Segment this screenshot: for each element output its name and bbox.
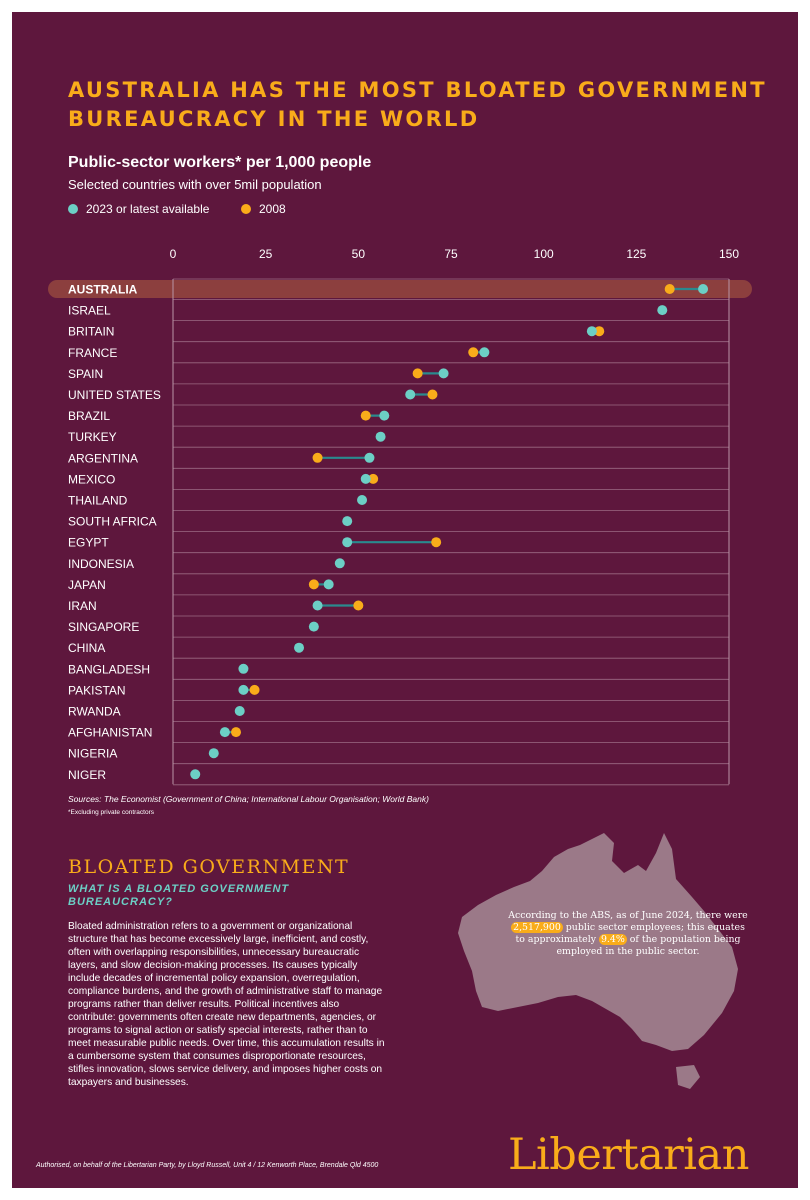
legend-item-2008: 2008 xyxy=(241,202,286,216)
dumbbell-chart: 0 25 50 75 100 125 150 AUSTRALIA ISRAEL BRITAIN FR… xyxy=(48,247,752,786)
x-tick-label: 150 xyxy=(719,247,739,261)
x-tick-label: 50 xyxy=(352,247,366,261)
category-label: ISRAEL xyxy=(68,304,111,318)
category-label: THAILAND xyxy=(68,494,128,508)
dot-latest xyxy=(357,495,368,505)
map-note-middle: public sector employees; this equates to… xyxy=(515,922,745,945)
headline: AUSTRALIA HAS THE MOST BLOATED GOVERNMEN… xyxy=(68,78,767,131)
category-label: SOUTH AFRICA xyxy=(68,515,157,529)
dot-latest xyxy=(360,473,371,484)
dot-latest xyxy=(657,305,668,316)
dot-latest xyxy=(379,410,390,421)
category-label: BANGLADESH xyxy=(68,662,150,676)
dot-2008 xyxy=(431,537,442,548)
category-label: ARGENTINA xyxy=(68,451,138,465)
dot-2008 xyxy=(308,579,319,590)
chart-subtitle: Selected countries with over 5mil popula… xyxy=(68,177,322,192)
section-body: Bloated administration refers to a gover… xyxy=(68,921,385,1088)
dot-2008 xyxy=(468,347,479,358)
x-tick-label: 75 xyxy=(444,247,458,261)
category-label: CHINA xyxy=(68,641,105,655)
category-label: MEXICO xyxy=(68,472,115,486)
category-label: NIGERIA xyxy=(68,747,117,761)
dot-2008 xyxy=(427,389,438,400)
dot-latest xyxy=(334,558,345,569)
poster: AUSTRALIA HAS THE MOST BLOATED GOVERNMEN… xyxy=(12,12,798,1188)
category-label: IRAN xyxy=(68,599,97,613)
dot-latest xyxy=(342,537,353,548)
category-label: BRAZIL xyxy=(68,409,110,423)
category-label: INDONESIA xyxy=(68,557,134,571)
category-label: UNITED STATES xyxy=(68,388,161,402)
x-tick-label: 25 xyxy=(259,247,273,261)
highlight-employees: 2,517,900 xyxy=(511,922,563,933)
map-note-before: According to the ABS, as of June 2024, t… xyxy=(508,910,748,921)
category-label: AUSTRALIA xyxy=(68,283,138,297)
x-tick-label: 100 xyxy=(534,247,554,261)
category-label: SINGAPORE xyxy=(68,620,139,634)
map-note: According to the ABS, as of June 2024, t… xyxy=(506,910,750,958)
category-label: TURKEY xyxy=(68,430,117,444)
legend-dot-2008 xyxy=(241,204,251,214)
section-heading: BLOATED GOVERNMENT xyxy=(68,856,350,878)
highlight-percentage: 9.4% xyxy=(598,934,627,945)
map-note-after: of the population being employed in the … xyxy=(556,934,741,957)
highlight-band xyxy=(48,280,752,298)
category-label: RWANDA xyxy=(68,705,121,719)
dot-latest xyxy=(323,579,334,590)
dot-latest xyxy=(238,684,249,695)
dot-latest xyxy=(698,284,709,294)
dot-2008 xyxy=(664,284,675,294)
legend-label-latest: 2023 or latest available xyxy=(86,202,210,216)
dot-latest xyxy=(364,452,375,463)
dot-latest xyxy=(219,727,230,738)
dot-latest xyxy=(234,706,245,716)
dot-latest xyxy=(308,621,319,632)
dot-latest xyxy=(438,368,449,379)
dot-2008 xyxy=(368,473,379,484)
dot-2008 xyxy=(312,452,323,463)
section-subheading: WHAT IS A BLOATED GOVERNMENT BUREAUCRACY… xyxy=(68,883,290,908)
dot-2008 xyxy=(249,684,260,695)
category-label: EGYPT xyxy=(68,536,109,550)
category-label: JAPAN xyxy=(68,578,106,592)
x-tick-label: 125 xyxy=(626,247,646,261)
category-label: FRANCE xyxy=(68,346,117,360)
dot-latest xyxy=(586,326,597,337)
australia-map-icon xyxy=(458,833,738,1089)
category-label: SPAIN xyxy=(68,367,103,381)
dot-latest xyxy=(312,600,323,611)
x-tick-label: 0 xyxy=(170,247,177,261)
dot-latest xyxy=(405,389,416,400)
authorisation-statement: Authorised, on behalf of the Libertarian… xyxy=(36,1162,379,1169)
category-label: PAKISTAN xyxy=(68,683,126,697)
legend-dot-latest xyxy=(68,204,78,214)
dot-2008 xyxy=(412,368,423,379)
legend-label-2008: 2008 xyxy=(259,202,286,216)
dot-latest xyxy=(238,663,249,674)
chart-footnote: *Excluding private contractors xyxy=(68,809,154,816)
dot-2008 xyxy=(231,727,242,738)
chart-title: Public-sector workers* per 1,000 people xyxy=(68,154,372,171)
libertarian-logo: Libertarian xyxy=(508,1130,749,1180)
category-label: AFGHANISTAN xyxy=(68,726,152,740)
category-label: NIGER xyxy=(68,768,106,782)
dot-2008 xyxy=(360,410,371,421)
dot-latest xyxy=(342,516,353,527)
dot-2008 xyxy=(353,600,364,611)
dot-latest xyxy=(375,431,386,442)
category-label: BRITAIN xyxy=(68,325,114,339)
dot-latest xyxy=(190,769,201,780)
dot-latest xyxy=(208,748,219,759)
dot-latest xyxy=(479,347,490,358)
dot-latest xyxy=(294,642,305,653)
dot-2008 xyxy=(594,326,605,337)
legend-item-latest: 2023 or latest available xyxy=(68,202,209,216)
chart-sources: Sources: The Economist (Government of Ch… xyxy=(68,794,429,804)
